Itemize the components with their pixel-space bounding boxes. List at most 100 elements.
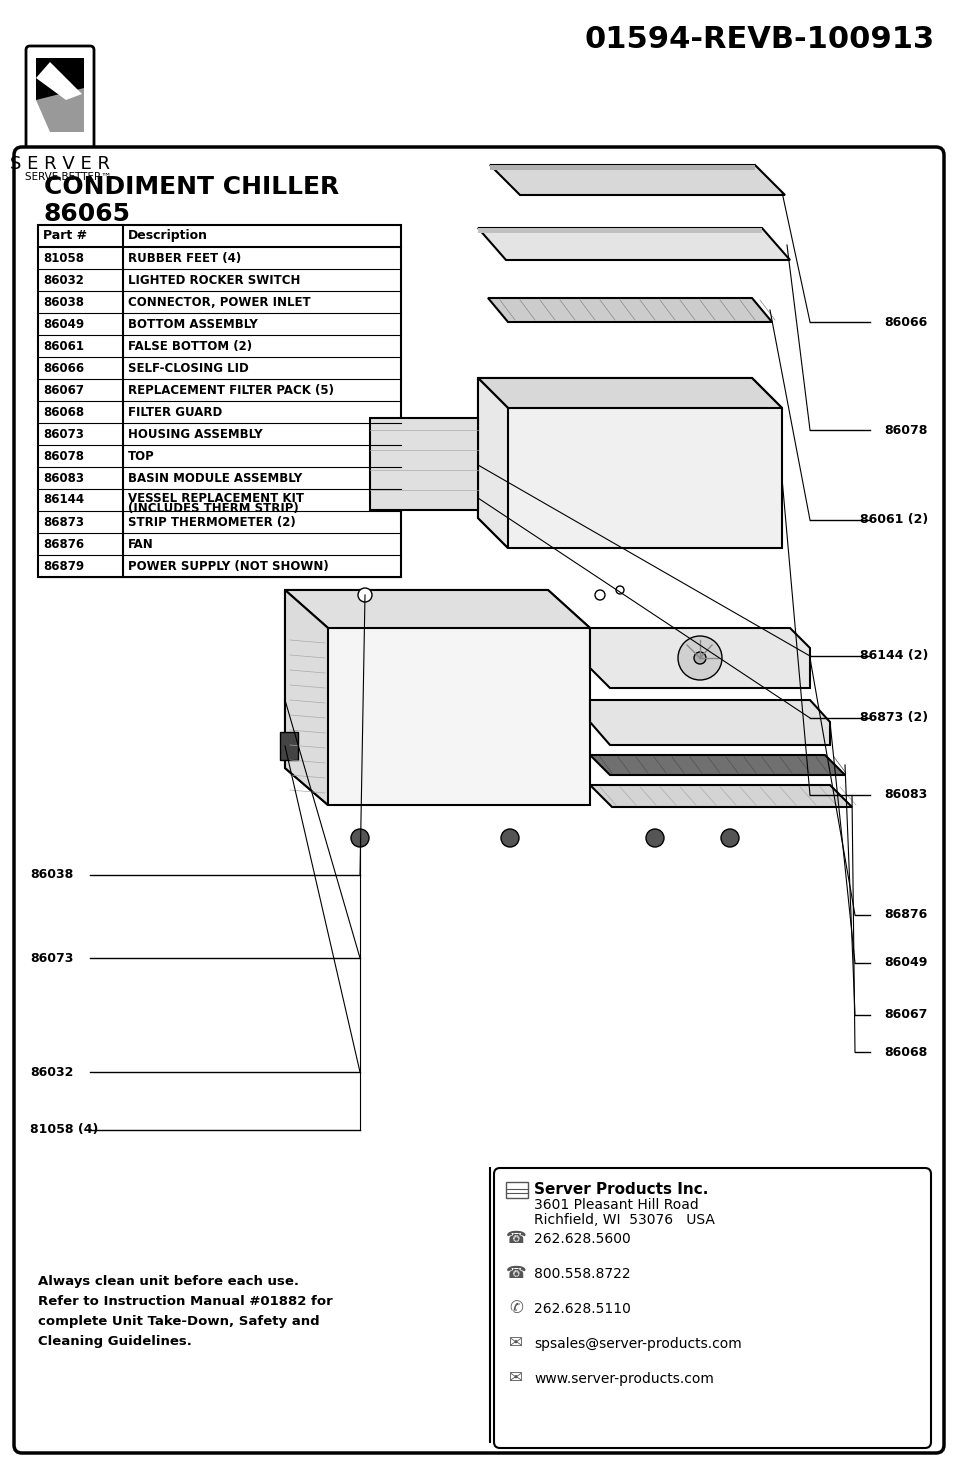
Text: ☎: ☎	[505, 1229, 526, 1246]
Text: REPLACEMENT FILTER PACK (5): REPLACEMENT FILTER PACK (5)	[128, 384, 334, 397]
Text: 81058: 81058	[43, 252, 84, 266]
Text: 86066: 86066	[43, 361, 84, 375]
Text: CONDIMENT CHILLER: CONDIMENT CHILLER	[44, 176, 339, 199]
Polygon shape	[285, 590, 589, 805]
Text: CONNECTOR, POWER INLET: CONNECTOR, POWER INLET	[128, 296, 311, 308]
Text: FILTER GUARD: FILTER GUARD	[128, 406, 222, 419]
Text: S E R V E R: S E R V E R	[10, 155, 110, 173]
Polygon shape	[589, 701, 829, 745]
Polygon shape	[477, 378, 781, 549]
FancyBboxPatch shape	[14, 148, 943, 1453]
Text: BOTTOM ASSEMBLY: BOTTOM ASSEMBLY	[128, 319, 257, 330]
Text: 86032: 86032	[43, 274, 84, 288]
Text: STRIP THERMOMETER (2): STRIP THERMOMETER (2)	[128, 516, 295, 530]
Text: ☎: ☎	[505, 1264, 526, 1282]
Text: LIGHTED ROCKER SWITCH: LIGHTED ROCKER SWITCH	[128, 274, 300, 288]
Text: 86073: 86073	[30, 951, 73, 965]
Text: www.server-products.com: www.server-products.com	[534, 1372, 713, 1386]
Text: Server Products Inc.: Server Products Inc.	[534, 1181, 708, 1198]
Circle shape	[720, 829, 739, 847]
Bar	[280, 732, 297, 760]
Bar	[38, 226, 400, 577]
Text: 81058 (4): 81058 (4)	[30, 1124, 98, 1137]
Polygon shape	[285, 590, 328, 805]
Text: 86038: 86038	[43, 296, 84, 308]
Text: ✆: ✆	[509, 1299, 522, 1317]
Polygon shape	[477, 378, 781, 409]
Circle shape	[357, 589, 372, 602]
Text: Cleaning Guidelines.: Cleaning Guidelines.	[38, 1335, 192, 1348]
Text: BASIN MODULE ASSEMBLY: BASIN MODULE ASSEMBLY	[128, 472, 302, 485]
Text: 86049: 86049	[883, 956, 927, 969]
Text: 86873: 86873	[43, 516, 84, 530]
Text: FALSE BOTTOM (2): FALSE BOTTOM (2)	[128, 341, 252, 353]
Text: 86876: 86876	[43, 538, 84, 552]
Text: 86066: 86066	[883, 316, 927, 329]
Text: TOP: TOP	[128, 450, 154, 463]
Text: VESSEL REPLACEMENT KIT: VESSEL REPLACEMENT KIT	[128, 493, 304, 504]
Polygon shape	[477, 229, 789, 260]
Text: 86078: 86078	[43, 450, 84, 463]
FancyBboxPatch shape	[494, 1168, 930, 1448]
Text: 86068: 86068	[43, 406, 84, 419]
Polygon shape	[36, 58, 84, 100]
Text: 01594-REVB-100913: 01594-REVB-100913	[584, 25, 934, 55]
Text: 86083: 86083	[883, 789, 927, 801]
Text: ✉: ✉	[509, 1333, 522, 1353]
FancyBboxPatch shape	[26, 46, 94, 149]
Polygon shape	[477, 378, 507, 549]
Text: ✉: ✉	[509, 1369, 522, 1386]
Text: spsales@server-products.com: spsales@server-products.com	[534, 1336, 741, 1351]
Text: 86061: 86061	[43, 341, 84, 353]
Text: 262.628.5600: 262.628.5600	[534, 1232, 630, 1246]
Text: 86879: 86879	[43, 560, 84, 572]
Text: 86067: 86067	[883, 1009, 927, 1022]
Polygon shape	[589, 755, 844, 774]
Text: 86073: 86073	[43, 428, 84, 441]
Text: 86144: 86144	[43, 493, 84, 506]
Circle shape	[645, 829, 663, 847]
Polygon shape	[36, 62, 82, 100]
Text: complete Unit Take-Down, Safety and: complete Unit Take-Down, Safety and	[38, 1316, 319, 1328]
Text: 86061 (2): 86061 (2)	[859, 513, 927, 527]
Text: 86068: 86068	[883, 1046, 927, 1059]
Text: 86067: 86067	[43, 384, 84, 397]
Text: FAN: FAN	[128, 538, 153, 552]
Polygon shape	[490, 165, 754, 170]
Text: POWER SUPPLY (NOT SHOWN): POWER SUPPLY (NOT SHOWN)	[128, 560, 329, 572]
Text: Always clean unit before each use.: Always clean unit before each use.	[38, 1274, 298, 1288]
Text: SERVE BETTER™: SERVE BETTER™	[25, 173, 112, 181]
Text: 86876: 86876	[883, 909, 927, 922]
Text: 86078: 86078	[883, 423, 927, 437]
Bar	[505, 1181, 527, 1198]
Circle shape	[616, 586, 623, 594]
Text: 800.558.8722: 800.558.8722	[534, 1267, 630, 1280]
Polygon shape	[490, 165, 784, 195]
Text: HOUSING ASSEMBLY: HOUSING ASSEMBLY	[128, 428, 262, 441]
Text: Richfield, WI  53076   USA: Richfield, WI 53076 USA	[534, 1212, 714, 1227]
Text: RUBBER FEET (4): RUBBER FEET (4)	[128, 252, 241, 266]
Polygon shape	[488, 298, 771, 322]
Text: 86049: 86049	[43, 319, 84, 330]
Text: (INCLUDES THERM STRIP): (INCLUDES THERM STRIP)	[128, 502, 298, 515]
Polygon shape	[589, 785, 851, 807]
Polygon shape	[285, 590, 589, 628]
Text: 86032: 86032	[30, 1065, 73, 1078]
Circle shape	[595, 590, 604, 600]
Text: 86873 (2): 86873 (2)	[859, 711, 927, 724]
Text: Refer to Instruction Manual #01882 for: Refer to Instruction Manual #01882 for	[38, 1295, 333, 1308]
Text: 3601 Pleasant Hill Road: 3601 Pleasant Hill Road	[534, 1198, 698, 1212]
Text: 86065: 86065	[44, 202, 131, 226]
Text: Description: Description	[128, 229, 208, 242]
Text: 86083: 86083	[43, 472, 84, 485]
Circle shape	[351, 829, 369, 847]
Polygon shape	[370, 417, 477, 510]
Text: 86144 (2): 86144 (2)	[859, 649, 927, 662]
Polygon shape	[589, 628, 809, 687]
Circle shape	[500, 829, 518, 847]
Circle shape	[678, 636, 721, 680]
Text: Part #: Part #	[43, 229, 87, 242]
Polygon shape	[36, 88, 84, 131]
Text: 262.628.5110: 262.628.5110	[534, 1302, 630, 1316]
Text: SELF-CLOSING LID: SELF-CLOSING LID	[128, 361, 249, 375]
